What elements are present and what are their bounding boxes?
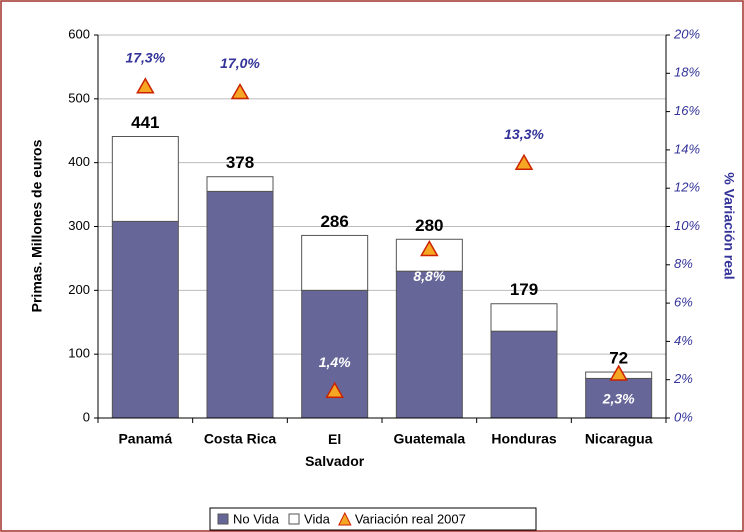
- value-label: 1,4%: [319, 354, 351, 370]
- value-label: 2,3%: [602, 391, 635, 407]
- y2-tick-label: 2%: [673, 371, 693, 386]
- y-tick-label: 500: [68, 90, 90, 105]
- y-tick-label: 300: [68, 218, 90, 233]
- total-label: 441: [131, 113, 159, 132]
- legend-label: No Vida: [233, 511, 280, 526]
- y-tick-label: 600: [68, 26, 90, 41]
- total-label: 179: [510, 280, 538, 299]
- x-tick-label: Guatemala: [394, 431, 466, 447]
- x-tick-label: Nicaragua: [585, 431, 653, 447]
- y2-tick-label: 18%: [674, 65, 700, 80]
- value-label: 13,3%: [504, 126, 544, 142]
- value-label: 17,3%: [125, 49, 165, 65]
- triangle-marker: [514, 153, 534, 171]
- bar-segment: [585, 377, 653, 419]
- y2-tick-label: 16%: [674, 103, 700, 118]
- bar-segment: [395, 270, 463, 419]
- x-tick-label: El Salvador: [305, 431, 365, 469]
- y-tick-label: 200: [68, 282, 90, 297]
- y2-axis-label: % Variación real: [721, 172, 737, 279]
- y-axis-label: Primas. Millones de euros: [29, 139, 45, 312]
- bar-segment: [490, 303, 558, 332]
- triangle-marker: [420, 239, 439, 257]
- total-label: 378: [226, 153, 254, 172]
- value-label: 17,0%: [220, 55, 260, 71]
- legend-swatch: [338, 511, 352, 526]
- y2-tick-label: 4%: [674, 333, 693, 348]
- y-tick-label: 0: [83, 409, 90, 424]
- y2-tick-label: 6%: [674, 295, 693, 310]
- triangle-marker: [325, 381, 344, 398]
- y2-tick-label: 10%: [674, 218, 700, 233]
- value-label: 8,8%: [413, 268, 445, 284]
- y2-tick-label: 14%: [674, 141, 700, 156]
- x-tick-label: Panamá: [118, 431, 172, 447]
- legend-label: Variación real 2007: [355, 511, 466, 526]
- bar-segment: [206, 190, 274, 419]
- legend-swatch: [217, 513, 229, 525]
- triangle-marker: [136, 77, 155, 94]
- y2-tick-label: 20%: [673, 26, 700, 41]
- total-label: 72: [609, 349, 628, 368]
- y-tick-label: 400: [68, 154, 90, 169]
- x-tick-label: Honduras: [491, 431, 557, 447]
- bar-segment: [206, 176, 274, 192]
- y-tick-label: 100: [68, 346, 90, 361]
- bar-segment: [301, 234, 369, 291]
- y2-tick-label: 12%: [674, 180, 700, 195]
- x-tick-label: Costa Rica: [204, 431, 277, 447]
- legend-swatch: [288, 513, 300, 525]
- total-label: 286: [320, 212, 348, 231]
- triangle-marker: [609, 364, 628, 381]
- bar-segment: [111, 220, 179, 419]
- bar-segment: [490, 330, 558, 419]
- total-label: 280: [415, 216, 443, 235]
- legend-label: Vida: [304, 511, 331, 526]
- y2-tick-label: 0%: [674, 409, 693, 424]
- bar-segment: [111, 135, 179, 222]
- y2-tick-label: 8%: [674, 256, 693, 271]
- triangle-marker: [230, 82, 250, 100]
